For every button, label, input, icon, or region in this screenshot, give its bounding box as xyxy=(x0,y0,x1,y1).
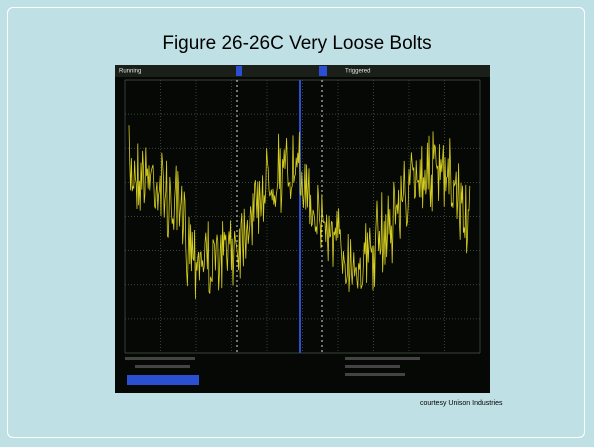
cursor-marker xyxy=(236,66,242,76)
readout-line xyxy=(135,365,190,368)
readout-line xyxy=(345,373,405,376)
readout-line xyxy=(345,365,400,368)
oscilloscope-screenshot: Running Triggered xyxy=(115,65,490,393)
readout-line xyxy=(125,357,195,360)
slide-title: Figure 26-26C Very Loose Bolts xyxy=(0,33,594,55)
scope-top-bar xyxy=(115,65,490,77)
readout-line xyxy=(345,357,420,360)
cursor-marker xyxy=(319,66,327,76)
readout-box xyxy=(127,375,199,385)
image-caption: courtesy Unison Industries xyxy=(420,400,502,407)
slide: Figure 26-26C Very Loose Bolts Running T… xyxy=(0,0,594,447)
scope-status: Running xyxy=(119,69,141,75)
scope-trigger: Triggered xyxy=(345,69,370,75)
